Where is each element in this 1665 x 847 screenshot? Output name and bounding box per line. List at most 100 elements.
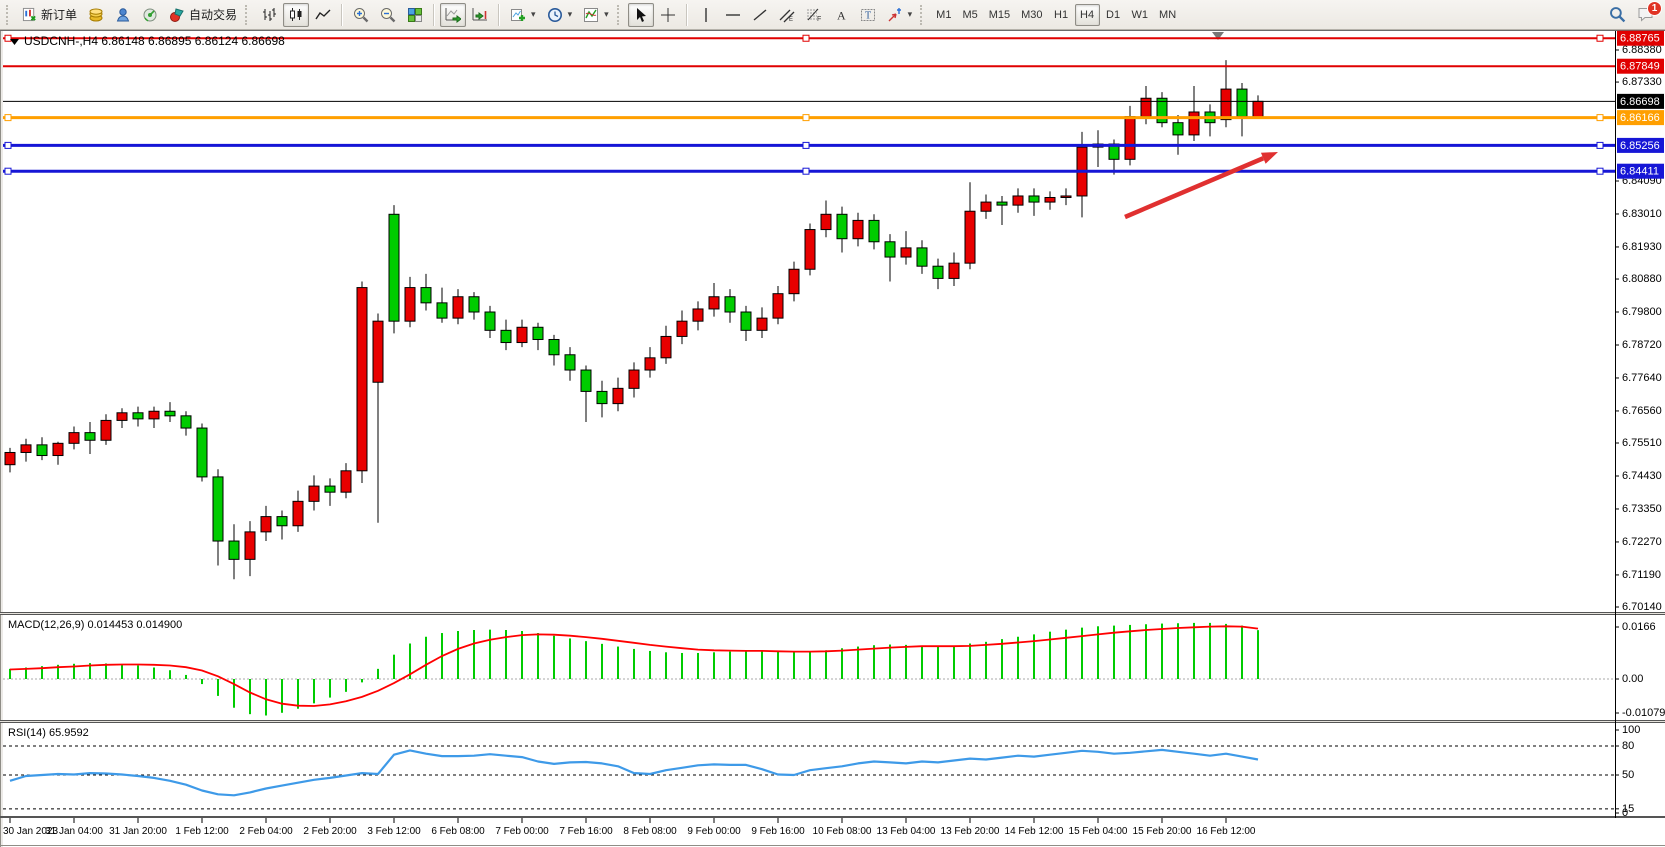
bar-chart-button[interactable] [256,3,282,27]
time-label: 31 Jan 20:00 [109,826,167,837]
new-chart-button[interactable]: ▾ [505,3,541,27]
zoom-out-icon [381,7,396,22]
candle-up [692,308,704,322]
svg-text:0.0166: 0.0166 [1622,621,1656,633]
search-icon [1610,7,1626,23]
candle-down [212,476,224,542]
candle-down [868,219,880,243]
toolbar-grip[interactable] [616,4,623,25]
fibonacci-button[interactable]: F [801,3,827,27]
equidistant-channel-button[interactable]: E [774,3,800,27]
auto-trading-button[interactable]: 自动交易 [164,3,242,27]
line-handle[interactable] [802,167,810,175]
svg-text:A: A [837,8,846,22]
line-handle[interactable] [802,114,810,122]
candle-up [100,419,112,441]
candle-up [20,444,32,453]
timeframe-mn-button[interactable]: MN [1154,4,1181,26]
candle-up [308,485,320,502]
data-window-icon [116,7,130,21]
candle-up [292,500,304,527]
line-handle[interactable] [1596,114,1604,122]
timeframe-m1-button[interactable]: M1 [931,4,956,26]
symbol-dropdown-icon[interactable] [10,39,19,45]
candlestick-chart-button[interactable] [283,2,310,27]
text-button[interactable]: A [828,3,854,27]
timeframe-m30-button[interactable]: M30 [1016,4,1047,26]
line-handle[interactable] [1596,167,1604,175]
chart-shift-button[interactable] [467,3,493,27]
svg-text:6.81930: 6.81930 [1622,241,1662,253]
toolbar-grip[interactable] [920,4,926,25]
market-watch-button[interactable] [83,3,109,27]
timeframe-m5-button[interactable]: M5 [957,4,982,26]
candle-down [164,410,176,417]
candle-up [612,387,624,405]
line-handle[interactable] [802,34,810,42]
candle-down [468,296,480,313]
text-label-button[interactable]: T [855,3,881,27]
timeframe-w1-button[interactable]: W1 [1127,4,1154,26]
svg-text:6.86166: 6.86166 [1620,112,1660,124]
data-window-button[interactable] [110,3,136,27]
candle-down [836,213,848,240]
line-handle[interactable] [1596,141,1604,149]
vertical-line-button[interactable] [693,3,719,27]
new-order-button[interactable]: 新订单 [17,3,82,27]
timeframe-m15-button[interactable]: M15 [984,4,1015,26]
svg-text:6.80880: 6.80880 [1622,273,1662,285]
time-label: 13 Feb 04:00 [877,826,936,837]
time-label: 15 Feb 04:00 [1069,826,1128,837]
candle-up [516,326,528,344]
time-label: 8 Feb 08:00 [623,826,677,837]
candle-down [276,516,288,527]
notifications-button[interactable]: 1 [1637,1,1662,23]
arrows-button[interactable]: ▾ [882,3,918,27]
toolbar-separator [341,3,344,26]
new-chart-icon [511,8,526,21]
candle-down [36,444,48,457]
indicators-icon [584,7,599,22]
line-handle[interactable] [802,141,810,149]
trend-arrow[interactable] [1124,152,1278,220]
search-button[interactable] [1604,3,1631,27]
auto-scroll-icon [445,7,462,23]
horizontal-line-button[interactable] [720,3,746,27]
toolbar-grip[interactable] [245,4,251,25]
candle-up [404,287,416,322]
line-handle[interactable] [4,114,12,122]
zoom-out-button[interactable] [375,3,401,27]
line-chart-button[interactable] [310,3,336,27]
svg-text:6.83010: 6.83010 [1622,208,1662,220]
cursor-button[interactable] [627,2,654,27]
line-handle[interactable] [1596,34,1604,42]
time-label: 15 Feb 20:00 [1133,826,1192,837]
toolbar-grip[interactable] [6,4,12,25]
line-handle[interactable] [4,141,12,149]
zoom-in-button[interactable] [348,3,374,27]
line-handle[interactable] [4,34,12,42]
candle-up [340,470,352,493]
navigator-icon [143,8,157,21]
timeframe-h1-button[interactable]: H1 [1049,4,1074,26]
svg-text:6.87849: 6.87849 [1620,61,1660,73]
timeframe-d1-button[interactable]: D1 [1101,4,1126,26]
chart-window[interactable]: 6.883806.873306.840906.830106.819306.808… [0,30,1665,847]
rsi-panel: RSI(14) 65.9592 [3,727,1615,810]
candle-down [388,213,400,322]
indicators-button[interactable]: ▾ [578,3,614,27]
horizontal-price-lines[interactable]: 6.88765 6.87849 6.86698 6.86166 6.85256 6.844… [3,30,1664,179]
fibonacci-icon: F [806,8,821,23]
crosshair-button[interactable] [655,3,681,27]
svg-text:6.88380: 6.88380 [1622,44,1662,56]
time-label: 14 Feb 12:00 [1005,826,1064,837]
auto-scroll-button[interactable] [440,2,467,27]
price-badge [1617,137,1664,153]
trendline-button[interactable] [747,3,773,27]
navigator-button[interactable] [137,3,163,27]
timeframe-h4-button[interactable]: H4 [1074,3,1100,26]
periods-button[interactable]: ▾ [542,3,578,27]
tile-windows-button[interactable] [402,3,428,27]
dropdown-caret: ▾ [604,9,609,19]
line-handle[interactable] [4,167,12,175]
